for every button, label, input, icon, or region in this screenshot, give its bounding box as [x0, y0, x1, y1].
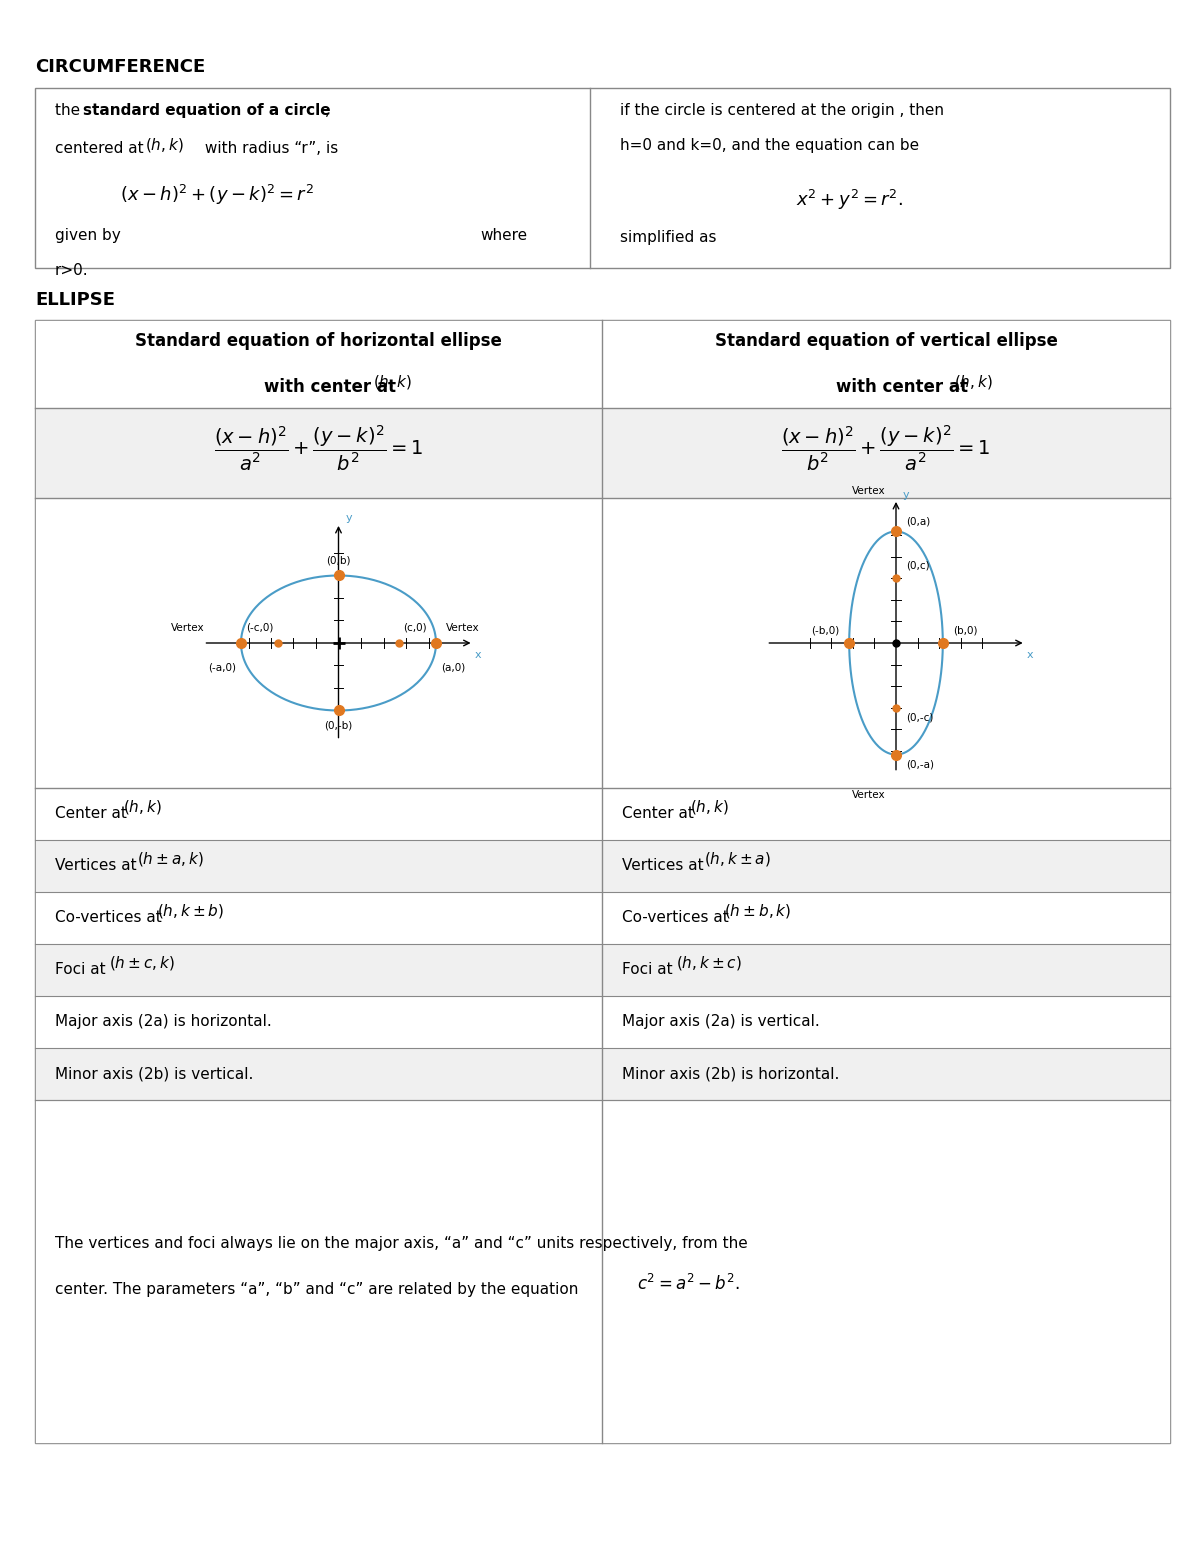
- Text: (-b,0): (-b,0): [811, 626, 839, 637]
- FancyBboxPatch shape: [35, 320, 602, 408]
- FancyBboxPatch shape: [35, 1100, 1170, 1443]
- Text: Standard equation of horizontal ellipse: Standard equation of horizontal ellipse: [136, 332, 502, 349]
- Text: Major axis (2a) is vertical.: Major axis (2a) is vertical.: [622, 1014, 820, 1030]
- FancyBboxPatch shape: [602, 320, 1170, 408]
- Text: $(h\pm b, k)$: $(h\pm b, k)$: [724, 902, 791, 919]
- FancyBboxPatch shape: [35, 499, 602, 787]
- Text: (0,-a): (0,-a): [906, 759, 934, 770]
- Text: Co-vertices at: Co-vertices at: [55, 910, 167, 926]
- Text: (-c,0): (-c,0): [246, 623, 274, 634]
- Text: h=0 and k=0, and the equation can be: h=0 and k=0, and the equation can be: [620, 138, 919, 154]
- Text: $(x-h)^2+(y-k)^2=r^2$: $(x-h)^2+(y-k)^2=r^2$: [120, 183, 314, 207]
- Text: Major axis (2a) is horizontal.: Major axis (2a) is horizontal.: [55, 1014, 271, 1030]
- FancyBboxPatch shape: [35, 1048, 602, 1100]
- Text: $c^2=a^2-b^2.$: $c^2=a^2-b^2.$: [637, 1273, 740, 1294]
- FancyBboxPatch shape: [602, 499, 1170, 787]
- Text: (0,a): (0,a): [906, 517, 930, 526]
- FancyBboxPatch shape: [602, 787, 1170, 840]
- FancyBboxPatch shape: [35, 408, 602, 499]
- Text: (-a,0): (-a,0): [208, 663, 236, 672]
- Text: standard equation of a circle: standard equation of a circle: [83, 102, 331, 118]
- Text: ,: ,: [325, 102, 330, 118]
- Text: $(h, k)$: $(h, k)$: [954, 373, 992, 391]
- FancyBboxPatch shape: [602, 840, 1170, 891]
- Text: (0,b): (0,b): [326, 556, 350, 565]
- Text: $x^2+y^2=r^2.$: $x^2+y^2=r^2.$: [797, 188, 904, 213]
- Text: Vertices at: Vertices at: [622, 859, 708, 873]
- FancyBboxPatch shape: [35, 995, 602, 1048]
- Text: y: y: [346, 514, 352, 523]
- Text: (c,0): (c,0): [403, 623, 427, 634]
- Text: x: x: [1027, 651, 1033, 660]
- Text: Co-vertices at: Co-vertices at: [622, 910, 733, 926]
- Text: ELLIPSE: ELLIPSE: [35, 290, 115, 309]
- FancyBboxPatch shape: [602, 891, 1170, 944]
- FancyBboxPatch shape: [602, 995, 1170, 1048]
- Text: CIRCUMFERENCE: CIRCUMFERENCE: [35, 57, 205, 76]
- Text: with center at: with center at: [836, 377, 973, 396]
- Text: Vertex: Vertex: [446, 623, 480, 634]
- Text: centered at: centered at: [55, 141, 149, 155]
- Text: the: the: [55, 102, 85, 118]
- Text: (0,-c): (0,-c): [906, 713, 934, 722]
- Text: with center at: with center at: [264, 377, 401, 396]
- Text: Foci at: Foci at: [55, 963, 110, 977]
- Text: Center at: Center at: [55, 806, 132, 822]
- FancyBboxPatch shape: [602, 1048, 1170, 1100]
- Text: $(h, k)$: $(h, k)$: [373, 373, 413, 391]
- FancyBboxPatch shape: [35, 89, 1170, 269]
- FancyBboxPatch shape: [35, 891, 602, 944]
- Text: $(h\pm a, k)$: $(h\pm a, k)$: [137, 849, 204, 868]
- Text: (a,0): (a,0): [442, 663, 466, 672]
- Text: $(h, k\pm c)$: $(h, k\pm c)$: [677, 954, 743, 972]
- FancyBboxPatch shape: [35, 320, 1170, 1443]
- Text: x: x: [475, 651, 481, 660]
- Text: $\dfrac{(x-h)^2}{b^2}+\dfrac{(y-k)^2}{a^2}=1$: $\dfrac{(x-h)^2}{b^2}+\dfrac{(y-k)^2}{a^…: [781, 424, 991, 472]
- Text: simplified as: simplified as: [620, 230, 716, 245]
- FancyBboxPatch shape: [602, 944, 1170, 995]
- Text: $(h, k\pm b)$: $(h, k\pm b)$: [157, 902, 224, 919]
- Text: y: y: [902, 489, 910, 500]
- Text: Vertices at: Vertices at: [55, 859, 142, 873]
- FancyBboxPatch shape: [35, 944, 602, 995]
- Text: with radius “r”, is: with radius “r”, is: [200, 141, 338, 155]
- Text: Minor axis (2b) is vertical.: Minor axis (2b) is vertical.: [55, 1067, 253, 1081]
- Text: Standard equation of vertical ellipse: Standard equation of vertical ellipse: [714, 332, 1057, 349]
- Text: r>0.: r>0.: [55, 262, 89, 278]
- Text: $(h, k\pm a)$: $(h, k\pm a)$: [703, 849, 770, 868]
- Text: (0,-b): (0,-b): [324, 721, 353, 730]
- Text: where: where: [480, 228, 527, 242]
- Text: $(h\pm c, k)$: $(h\pm c, k)$: [109, 954, 175, 972]
- Text: $(h, k)$: $(h, k)$: [124, 798, 162, 815]
- Text: Center at: Center at: [622, 806, 698, 822]
- Text: $\dfrac{(x-h)^2}{a^2}+\dfrac{(y-k)^2}{b^2}=1$: $\dfrac{(x-h)^2}{a^2}+\dfrac{(y-k)^2}{b^…: [214, 424, 424, 472]
- FancyBboxPatch shape: [35, 787, 602, 840]
- Text: $(h, k)$: $(h, k)$: [145, 137, 184, 154]
- Text: Minor axis (2b) is horizontal.: Minor axis (2b) is horizontal.: [622, 1067, 839, 1081]
- Text: Foci at: Foci at: [622, 963, 678, 977]
- Text: $(h, k)$: $(h, k)$: [690, 798, 728, 815]
- Text: if the circle is centered at the origin , then: if the circle is centered at the origin …: [620, 102, 944, 118]
- Text: (0,c): (0,c): [906, 561, 930, 570]
- Text: given by: given by: [55, 228, 121, 242]
- Text: Vertex: Vertex: [170, 623, 205, 634]
- FancyBboxPatch shape: [602, 408, 1170, 499]
- Text: Vertex: Vertex: [852, 486, 886, 497]
- Text: Vertex: Vertex: [852, 789, 886, 800]
- FancyBboxPatch shape: [35, 840, 602, 891]
- Text: (b,0): (b,0): [953, 626, 977, 637]
- Text: center. The parameters “a”, “b” and “c” are related by the equation: center. The parameters “a”, “b” and “c” …: [55, 1281, 583, 1297]
- Text: The vertices and foci always lie on the major axis, “a” and “c” units respective: The vertices and foci always lie on the …: [55, 1236, 748, 1252]
